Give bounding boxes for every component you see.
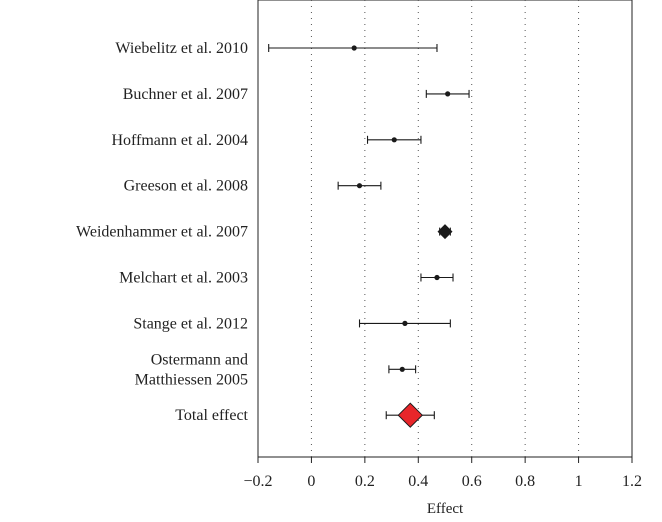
plot-frame <box>257 0 633 458</box>
effect-point <box>351 45 357 51</box>
study-label: Stange et al. 2012 <box>133 315 248 332</box>
study-label: Buchner et al. 2007 <box>123 86 248 103</box>
study-label: Ostermann and <box>151 351 248 368</box>
x-tick-label: −0.2 <box>243 473 272 490</box>
study-label: Matthiessen 2005 <box>135 371 248 388</box>
x-axis-label: Effect <box>427 501 464 517</box>
total-effect-label: Total effect <box>175 407 248 424</box>
grid-lines <box>310 0 580 457</box>
total-effect-diamond <box>397 402 423 428</box>
effect-diamond <box>437 224 453 240</box>
x-tick-label: 0.6 <box>462 473 482 490</box>
study-label: Wiebelitz et al. 2010 <box>115 40 248 57</box>
x-tick-label: 0.8 <box>515 473 535 490</box>
x-tick-label: 1 <box>575 473 583 490</box>
effect-point <box>399 366 405 372</box>
x-tick-label: 0 <box>307 473 315 490</box>
effect-point <box>356 183 363 189</box>
x-axis-ticks: −0.2 0 0.2 0.4 0.6 0.8 1 1.2 <box>243 457 642 490</box>
study-label: Melchart et al. 2003 <box>119 270 248 287</box>
effect-point <box>402 320 408 326</box>
x-tick-label: 1.2 <box>622 473 642 490</box>
study-marks <box>268 44 470 428</box>
study-label: Greeson et al. 2008 <box>124 178 248 195</box>
x-tick-label: 0.4 <box>408 473 428 490</box>
study-label: Hoffmann et al. 2004 <box>111 132 248 149</box>
effect-point <box>391 137 397 143</box>
study-labels: Wiebelitz et al. 2010 Buchner et al. 2007… <box>76 40 249 424</box>
x-tick-label: 0.2 <box>355 473 375 490</box>
study-label: Weidenhammer et al. 2007 <box>76 224 248 241</box>
effect-point <box>434 274 440 281</box>
effect-point <box>445 91 451 97</box>
